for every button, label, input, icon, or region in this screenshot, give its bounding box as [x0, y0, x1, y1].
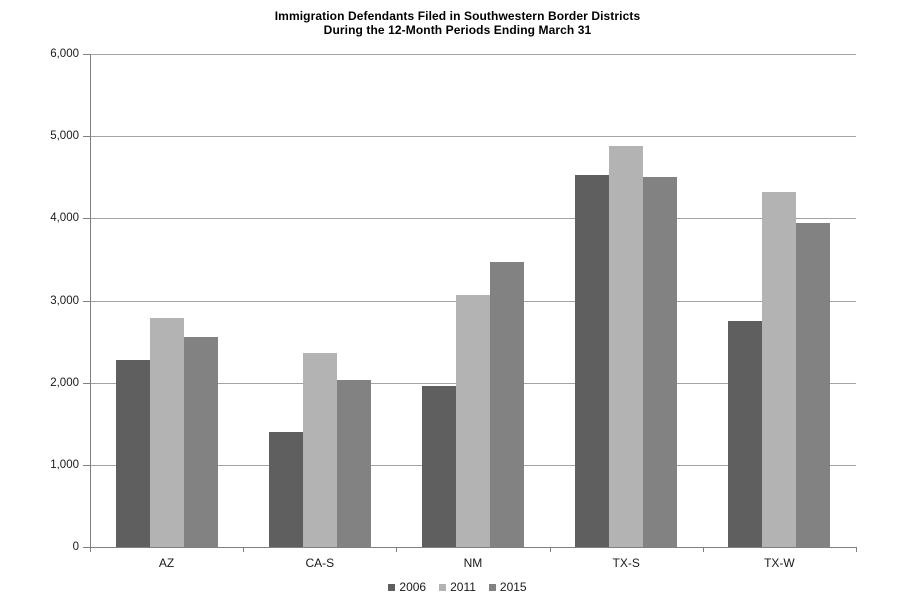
plot-area	[90, 54, 856, 547]
x-axis-tick	[856, 548, 857, 552]
x-axis-category-label: CA-S	[305, 556, 335, 570]
legend-swatch-2015	[488, 583, 496, 591]
gridline-6000	[90, 54, 856, 55]
bar-2006-tx-s	[575, 174, 610, 547]
legend-label: 2015	[499, 580, 527, 594]
legend-item-2006: 2006	[388, 580, 426, 594]
y-axis-tick-label: 6,000	[50, 48, 79, 60]
bar-2011-tx-s	[609, 146, 644, 547]
y-axis-tick	[83, 464, 90, 466]
bar-2006-nm	[421, 385, 456, 547]
y-axis-tick	[83, 54, 90, 55]
bar-group-az	[90, 54, 243, 547]
y-axis-tick	[83, 547, 90, 548]
y-axis-line	[90, 54, 91, 548]
y-axis-tick-label: 4,000	[50, 212, 79, 225]
x-axis-tick	[243, 548, 245, 552]
y-axis-tick-label: 5,000	[50, 130, 79, 143]
bar-2006-tx-w	[728, 321, 763, 547]
legend-item-2011: 2011	[439, 580, 476, 594]
x-axis-category-label: TX-S	[612, 556, 640, 570]
legend-swatch-2006	[388, 583, 396, 591]
chart-subtitle: During the 12-Month Periods Ending March…	[323, 23, 592, 37]
bar-group-tx-s	[550, 54, 703, 547]
bar-2015-nm	[489, 261, 524, 547]
bar-2015-az	[183, 336, 218, 547]
legend-label: 2011	[450, 580, 476, 594]
legend-label: 2006	[399, 580, 427, 594]
y-axis-tick	[83, 300, 90, 302]
x-axis-tick	[702, 548, 704, 552]
bar-group-ca-s	[243, 54, 396, 547]
bar-group-tx-w	[703, 54, 856, 547]
bar-group-nm	[396, 54, 549, 547]
bar-2011-tx-w	[762, 192, 797, 547]
legend-swatch-2011	[439, 583, 447, 591]
legend-item-2015: 2015	[488, 580, 527, 594]
legend: 2006 2011 2015	[0, 580, 915, 594]
y-axis-tick	[83, 218, 90, 220]
y-axis-tick-label: 2,000	[50, 376, 79, 389]
bar-2015-tx-s	[643, 177, 678, 547]
x-axis-tick	[396, 548, 398, 552]
x-axis-category-label: TX-W	[764, 556, 795, 570]
bar-2006-ca-s	[268, 431, 303, 547]
gridline-5000	[90, 136, 856, 138]
gridline-4000	[90, 218, 856, 220]
y-axis-tick-label: 0	[72, 541, 79, 553]
chart-title: Immigration Defendants Filed in Southwes…	[274, 9, 641, 23]
bar-2011-az	[149, 317, 184, 547]
bar-2006-az	[115, 359, 150, 547]
x-axis-line	[90, 547, 857, 548]
y-axis-tick	[83, 382, 90, 384]
x-axis-category-label: AZ	[158, 556, 175, 570]
bar-2015-ca-s	[336, 380, 371, 547]
x-axis-tick	[549, 548, 551, 552]
x-axis-tick	[90, 548, 91, 552]
y-axis-tick-label: 1,000	[50, 458, 79, 471]
bar-2011-nm	[455, 294, 490, 547]
bar-2015-tx-w	[796, 223, 831, 547]
x-axis-category-label: NM	[463, 556, 483, 570]
bar-2011-ca-s	[302, 353, 337, 547]
y-axis-tick-label: 3,000	[50, 294, 79, 307]
y-axis-tick	[83, 136, 90, 138]
